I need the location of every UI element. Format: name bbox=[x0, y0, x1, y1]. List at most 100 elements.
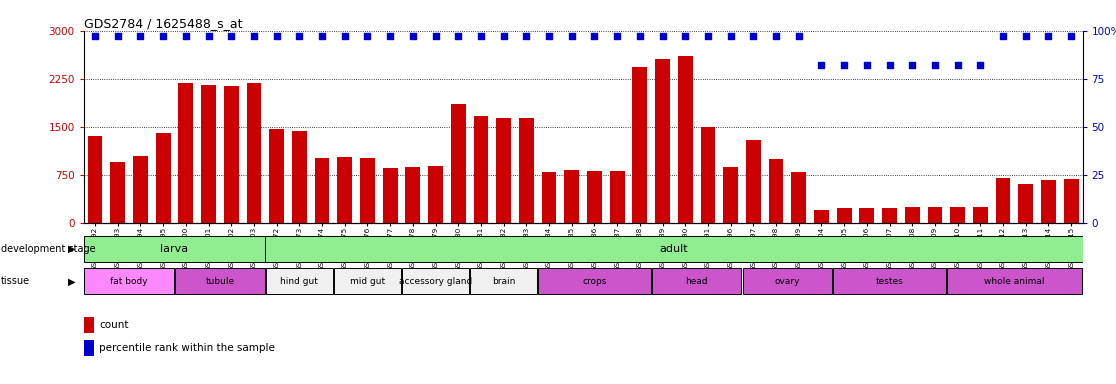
Bar bbox=[179, 83, 193, 223]
Bar bbox=[905, 207, 920, 223]
Point bbox=[200, 33, 218, 40]
Point bbox=[926, 62, 944, 68]
Text: accessory gland: accessory gland bbox=[398, 277, 472, 286]
Bar bbox=[951, 207, 965, 223]
Bar bbox=[701, 127, 715, 223]
Bar bbox=[1041, 180, 1056, 223]
Bar bbox=[470, 268, 537, 294]
Bar bbox=[133, 156, 147, 223]
Bar bbox=[745, 139, 761, 223]
Point bbox=[132, 33, 150, 40]
Bar bbox=[834, 268, 945, 294]
Text: head: head bbox=[685, 277, 708, 286]
Point bbox=[177, 33, 195, 40]
Bar bbox=[84, 317, 94, 333]
Point bbox=[994, 33, 1012, 40]
Point bbox=[949, 62, 966, 68]
Bar bbox=[742, 268, 833, 294]
Bar bbox=[519, 118, 533, 223]
Bar bbox=[587, 171, 602, 223]
Bar bbox=[292, 131, 307, 223]
Bar bbox=[405, 167, 421, 223]
Bar bbox=[677, 56, 693, 223]
Point bbox=[246, 33, 263, 40]
Bar bbox=[947, 268, 1081, 294]
Bar bbox=[85, 268, 174, 294]
Point bbox=[858, 62, 876, 68]
Point bbox=[222, 33, 240, 40]
Bar bbox=[769, 159, 783, 223]
Point bbox=[1017, 33, 1035, 40]
Text: percentile rank within the sample: percentile rank within the sample bbox=[99, 343, 276, 353]
Text: hind gut: hind gut bbox=[280, 277, 318, 286]
Bar bbox=[156, 133, 171, 223]
Bar bbox=[175, 268, 264, 294]
Bar bbox=[315, 158, 329, 223]
Point bbox=[518, 33, 536, 40]
Point bbox=[86, 33, 104, 40]
Point bbox=[472, 33, 490, 40]
Text: ▶: ▶ bbox=[68, 243, 76, 254]
Text: brain: brain bbox=[492, 277, 516, 286]
Bar bbox=[652, 268, 741, 294]
Text: fat body: fat body bbox=[110, 277, 148, 286]
Bar bbox=[88, 136, 103, 223]
Text: testes: testes bbox=[876, 277, 904, 286]
Point bbox=[631, 33, 648, 40]
Text: crops: crops bbox=[583, 277, 607, 286]
Bar bbox=[859, 208, 874, 223]
Bar bbox=[402, 268, 469, 294]
Point bbox=[586, 33, 604, 40]
Bar bbox=[565, 170, 579, 223]
Bar bbox=[266, 268, 333, 294]
Point bbox=[358, 33, 376, 40]
Point bbox=[903, 62, 921, 68]
Text: ovary: ovary bbox=[775, 277, 800, 286]
Bar bbox=[927, 207, 942, 223]
Point bbox=[314, 33, 331, 40]
Bar bbox=[609, 171, 625, 223]
Bar bbox=[429, 166, 443, 223]
Point bbox=[812, 62, 830, 68]
Bar bbox=[1019, 184, 1033, 223]
Bar bbox=[723, 167, 738, 223]
Bar bbox=[473, 116, 489, 223]
Text: mid gut: mid gut bbox=[350, 277, 385, 286]
Point bbox=[722, 33, 740, 40]
Bar bbox=[269, 129, 285, 223]
Text: tubule: tubule bbox=[205, 277, 234, 286]
Bar bbox=[247, 83, 261, 223]
Text: count: count bbox=[99, 320, 128, 330]
Point bbox=[767, 33, 785, 40]
Bar bbox=[383, 168, 397, 223]
Point bbox=[426, 33, 444, 40]
Point bbox=[676, 33, 694, 40]
Bar bbox=[84, 340, 94, 356]
Bar bbox=[882, 208, 897, 223]
Point bbox=[881, 62, 898, 68]
Bar bbox=[360, 158, 375, 223]
Bar bbox=[224, 86, 239, 223]
Text: whole animal: whole animal bbox=[984, 277, 1045, 286]
Bar bbox=[973, 207, 988, 223]
Text: ▶: ▶ bbox=[68, 276, 76, 286]
Point bbox=[154, 33, 172, 40]
Bar bbox=[334, 268, 401, 294]
Point bbox=[744, 33, 762, 40]
Bar bbox=[655, 59, 670, 223]
Bar bbox=[814, 210, 829, 223]
Point bbox=[540, 33, 558, 40]
Bar bbox=[837, 208, 852, 223]
Text: tissue: tissue bbox=[1, 276, 30, 286]
Bar bbox=[84, 236, 266, 262]
Point bbox=[290, 33, 308, 40]
Point bbox=[382, 33, 400, 40]
Point bbox=[450, 33, 468, 40]
Point bbox=[699, 33, 716, 40]
Bar bbox=[791, 172, 806, 223]
Bar bbox=[451, 104, 465, 223]
Text: development stage: development stage bbox=[1, 243, 96, 254]
Bar bbox=[538, 268, 651, 294]
Point bbox=[109, 33, 127, 40]
Point bbox=[790, 33, 808, 40]
